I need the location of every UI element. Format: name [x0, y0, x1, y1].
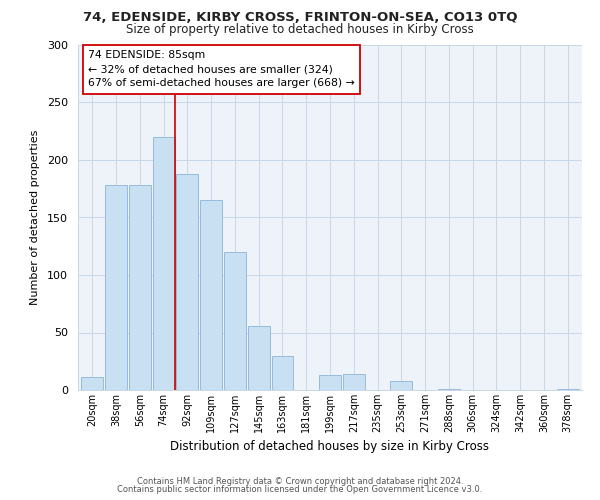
X-axis label: Distribution of detached houses by size in Kirby Cross: Distribution of detached houses by size … [170, 440, 490, 454]
Bar [105, 186, 127, 390]
Bar [319, 375, 341, 390]
Text: Contains HM Land Registry data © Crown copyright and database right 2024.: Contains HM Land Registry data © Crown c… [137, 477, 463, 486]
Bar [557, 389, 578, 390]
Bar [176, 174, 198, 390]
Bar [272, 356, 293, 390]
Bar [224, 252, 246, 390]
Bar [343, 374, 365, 390]
Bar [248, 326, 269, 390]
Bar [391, 381, 412, 390]
Bar [438, 389, 460, 390]
Text: 74, EDENSIDE, KIRBY CROSS, FRINTON-ON-SEA, CO13 0TQ: 74, EDENSIDE, KIRBY CROSS, FRINTON-ON-SE… [83, 11, 517, 24]
Bar [200, 200, 222, 390]
Text: Size of property relative to detached houses in Kirby Cross: Size of property relative to detached ho… [126, 22, 474, 36]
Bar [129, 186, 151, 390]
Text: 74 EDENSIDE: 85sqm
← 32% of detached houses are smaller (324)
67% of semi-detach: 74 EDENSIDE: 85sqm ← 32% of detached hou… [88, 50, 355, 88]
Bar [82, 378, 103, 390]
Y-axis label: Number of detached properties: Number of detached properties [30, 130, 40, 305]
Text: Contains public sector information licensed under the Open Government Licence v3: Contains public sector information licen… [118, 485, 482, 494]
Bar [152, 137, 175, 390]
